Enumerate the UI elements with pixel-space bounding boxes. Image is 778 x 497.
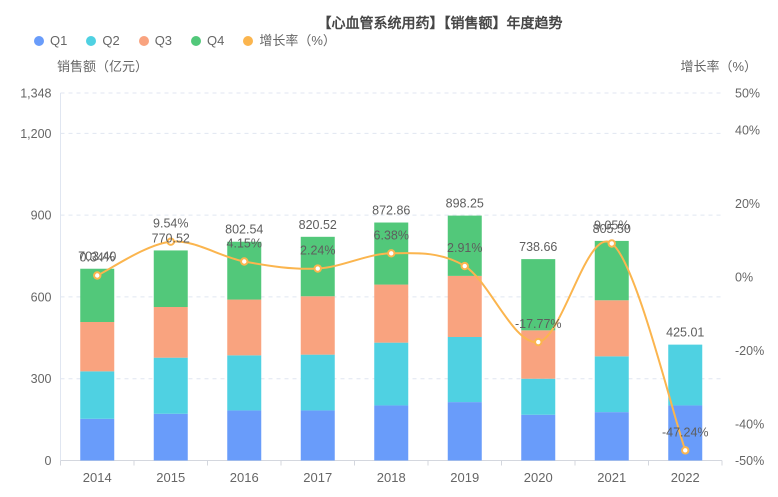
bar-segment-q4-2020[interactable] — [521, 259, 556, 331]
bar-segment-q3-2016[interactable] — [227, 299, 262, 356]
bar-segment-q1-2018[interactable] — [374, 405, 409, 461]
legend-label-q4: Q4 — [207, 33, 225, 48]
bar-segment-q2-2014[interactable] — [80, 371, 115, 419]
left-axis-tick-label: 600 — [31, 290, 52, 304]
bar-segment-q2-2018[interactable] — [374, 342, 409, 406]
bar-segment-q4-2021[interactable] — [594, 240, 629, 301]
x-axis-label-2017: 2017 — [303, 470, 332, 485]
legend-label-q3: Q3 — [154, 33, 173, 48]
bar-segment-q3-2014[interactable] — [80, 322, 115, 372]
growth-rate-label-2017: 2.24% — [300, 244, 335, 258]
bar-segment-q1-2015[interactable] — [153, 413, 188, 461]
growth-rate-point-2014[interactable] — [93, 271, 102, 280]
bar-segment-q3-2018[interactable] — [374, 284, 409, 343]
growth-rate-label-2014: 0.34% — [80, 251, 115, 265]
bar-total-label-2016: 802.54 — [225, 223, 263, 237]
legend-item-q3[interactable]: Q3 — [138, 33, 173, 48]
bar-segment-q2-2022[interactable] — [668, 344, 703, 406]
legend-item-q4[interactable]: Q4 — [191, 34, 224, 47]
growth-rate-label-2018: 6.38% — [374, 228, 409, 242]
right-axis-tick-label: -50% — [735, 454, 764, 468]
bar-segment-q1-2019[interactable] — [447, 402, 482, 461]
bar-segment-q1-2017[interactable] — [300, 410, 335, 461]
bar-segment-q1-2014[interactable] — [80, 418, 115, 461]
legend-item-q2[interactable]: Q2 — [86, 33, 120, 48]
growth-rate-label-2021: 9.05% — [594, 218, 629, 232]
bar-segment-q1-2021[interactable] — [594, 412, 629, 461]
bar-segment-q3-2019[interactable] — [447, 275, 482, 338]
right-axis-tick-label: -20% — [735, 344, 764, 358]
right-axis-tick-label: 50% — [735, 87, 760, 101]
legend-marker-growth-icon — [243, 35, 254, 46]
right-axis-tick-label: -40% — [735, 417, 764, 431]
bar-segment-q2-2020[interactable] — [521, 378, 556, 415]
growth-rate-point-2019[interactable] — [460, 261, 469, 271]
left-axis-title: 销售额（亿元） — [57, 59, 149, 74]
bar-segment-q4-2015[interactable] — [153, 250, 188, 308]
x-axis-label-2014: 2014 — [83, 470, 112, 485]
legend-marker-q4-icon — [191, 35, 202, 46]
bar-segment-q2-2021[interactable] — [594, 356, 629, 413]
bar-segment-q3-2015[interactable] — [153, 307, 188, 358]
bar-segment-q2-2016[interactable] — [227, 355, 262, 411]
growth-rate-point-2015[interactable] — [166, 237, 175, 246]
growth-rate-label-2022: -47.24% — [662, 425, 709, 439]
legend-item-q1[interactable]: Q1 — [34, 34, 67, 47]
bar-total-label-2021: 805.50 — [593, 222, 631, 236]
bar-segment-q3-2020[interactable] — [521, 330, 556, 379]
bar-segment-q2-2019[interactable] — [447, 337, 482, 403]
bar-total-label-2017: 820.52 — [299, 218, 337, 232]
bar-total-label-2019: 898.25 — [446, 197, 484, 211]
growth-rate-point-2017[interactable] — [313, 264, 322, 273]
left-axis-tick-label: 1,348 — [20, 87, 51, 101]
x-axis-label-2022: 2022 — [671, 470, 700, 485]
legend: Q1 Q2 Q3 Q4 增长率（%） — [34, 34, 336, 47]
x-axis-label-2018: 2018 — [377, 470, 406, 485]
legend-marker-q3-icon — [138, 35, 149, 46]
legend-marker-q1-icon — [34, 35, 44, 46]
left-axis-tick-label: 1,200 — [20, 127, 51, 141]
x-axis-label-2020: 2020 — [524, 470, 553, 485]
bar-segment-q2-2017[interactable] — [300, 354, 335, 411]
growth-rate-point-2018[interactable] — [387, 249, 396, 258]
right-axis-tick-label: 0% — [735, 270, 753, 284]
bar-total-label-2014: 703.40 — [78, 250, 116, 264]
x-axis-label-2021: 2021 — [597, 470, 626, 485]
bar-total-label-2020: 738.66 — [519, 240, 557, 254]
legend-item-growth[interactable]: 增长率（%） — [243, 34, 336, 47]
legend-label-q2: Q2 — [102, 33, 120, 48]
x-axis-label-2016: 2016 — [230, 470, 259, 485]
growth-rate-point-2021[interactable] — [607, 239, 616, 248]
growth-rate-label-2015: 9.54% — [153, 217, 188, 231]
bar-segment-q1-2020[interactable] — [521, 414, 556, 461]
bar-segment-q1-2016[interactable] — [227, 410, 262, 461]
bar-segment-q2-2015[interactable] — [153, 357, 188, 414]
x-axis-label-2015: 2015 — [156, 470, 185, 485]
chart-title: 【心血管系统用药】【销售额】年度趋势 — [317, 15, 563, 31]
bar-segment-q3-2017[interactable] — [300, 296, 335, 355]
growth-rate-label-2019: 2.91% — [447, 241, 482, 255]
growth-rate-point-2016[interactable] — [240, 257, 249, 266]
right-axis-tick-label: 40% — [735, 123, 760, 137]
growth-rate-label-2016: 4.15% — [227, 236, 262, 250]
left-axis-tick-label: 900 — [31, 209, 52, 223]
bar-total-label-2015: 770.52 — [152, 231, 190, 245]
legend-label-growth: 增长率（%） — [259, 33, 336, 48]
x-axis-label-2019: 2019 — [450, 470, 479, 485]
left-axis-tick-label: 300 — [31, 372, 52, 386]
growth-rate-label-2020: -17.77% — [515, 317, 562, 331]
bar-segment-q4-2016[interactable] — [227, 241, 262, 300]
growth-rate-point-2022[interactable] — [681, 446, 690, 455]
legend-marker-q2-icon — [86, 35, 97, 46]
right-axis-title: 增长率（%） — [680, 59, 757, 74]
left-axis-tick-label: 0 — [45, 454, 52, 468]
bar-total-label-2018: 872.86 — [372, 204, 410, 218]
right-axis-tick-label: 20% — [735, 197, 760, 211]
legend-label-q1: Q1 — [50, 33, 68, 48]
bar-segment-q3-2021[interactable] — [594, 300, 629, 357]
growth-rate-point-2020[interactable] — [534, 337, 543, 347]
bar-total-label-2022: 425.01 — [666, 326, 704, 340]
